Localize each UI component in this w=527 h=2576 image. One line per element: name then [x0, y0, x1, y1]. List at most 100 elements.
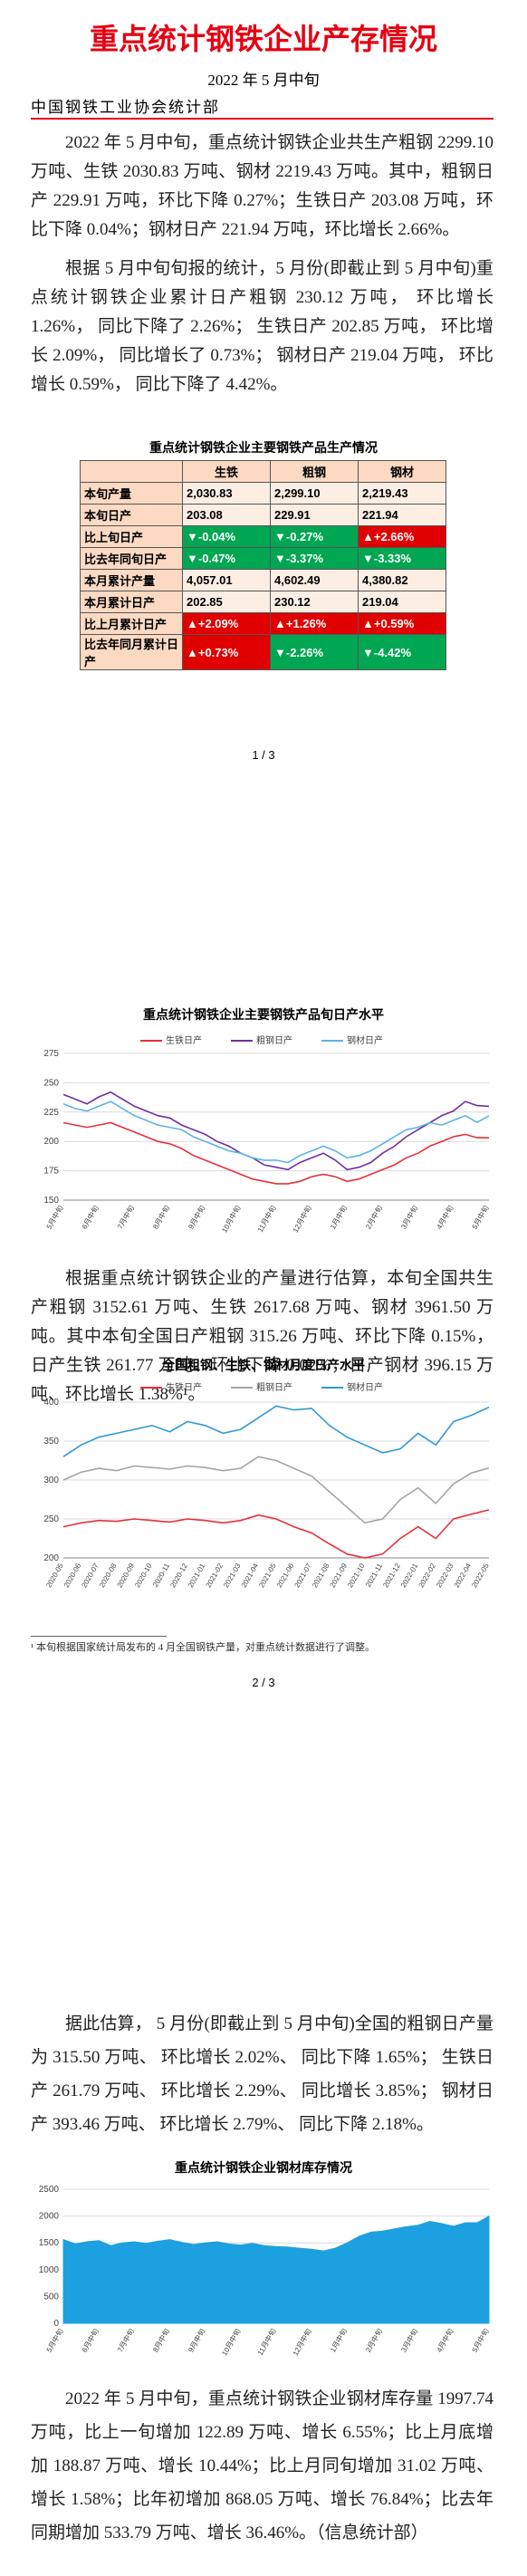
doc-date: 2022 年 5 月中旬	[207, 72, 320, 89]
cell: 221.94	[358, 504, 446, 526]
y-tick-label: 2500	[39, 2185, 60, 2195]
x-tick-label: 2月中旬	[363, 2327, 384, 2354]
row-label: 比去年同月累计日产	[80, 634, 183, 670]
x-tick-label: 1月中旬	[328, 2327, 349, 2354]
table-row: 生铁 粗钢 钢材	[80, 460, 446, 483]
y-tick-label: 2000	[39, 2212, 60, 2222]
x-tick-label: 10月中旬	[219, 1204, 242, 1234]
x-tick-label: 5月中旬	[470, 2327, 491, 2354]
cell: 230.12	[270, 591, 359, 613]
line	[62, 1509, 490, 1559]
line	[62, 1456, 490, 1524]
x-tick-label: 4月中旬	[435, 1204, 455, 1231]
y-tick-label: 225	[43, 1108, 59, 1118]
table-row: 比上月累计日产 ▲+2.09% ▲+1.26% ▲+0.59%	[80, 612, 446, 635]
y-tick-label: 0	[53, 2319, 59, 2329]
header-cell: 粗钢	[270, 460, 359, 483]
x-tick-label: 12月中旬	[291, 1204, 313, 1234]
legend-label: 钢材日产	[347, 1034, 383, 1046]
row-label: 本旬产量	[80, 482, 183, 505]
legend-label: 粗钢日产	[256, 1381, 292, 1393]
row-label: 本月累计日产	[80, 591, 183, 613]
y-tick-label: 200	[43, 1553, 59, 1563]
table-row: 本月累计日产 202.85 230.12 219.04	[80, 591, 446, 613]
header-cell: 钢材	[358, 460, 446, 483]
cell: ▼-0.47%	[182, 547, 271, 570]
x-tick-label: 8月中旬	[150, 1204, 171, 1231]
doc-org: 中国钢铁工业协会统计部	[31, 99, 220, 116]
x-tick-label: 11月中旬	[255, 2327, 278, 2357]
footnote: ¹ 本旬根据国家统计局发布的 4 月全国钢铁产量，对重点统计数据进行了调整。	[31, 1642, 376, 1653]
x-tick-label: 2月中旬	[363, 1204, 384, 1231]
x-tick-label: 6月中旬	[80, 2327, 101, 2354]
x-tick-label: 1月中旬	[328, 1204, 349, 1231]
cell: 4,602.49	[270, 569, 359, 591]
cell: ▲+2.09%	[182, 612, 271, 635]
y-tick-label: 275	[43, 1049, 59, 1059]
page-number: 2 / 3	[252, 1676, 275, 1689]
x-tick-label: 5月中旬	[470, 1204, 491, 1231]
cell: ▲+0.73%	[182, 634, 271, 670]
x-tick-label: 11月中旬	[255, 1204, 278, 1234]
line	[62, 1405, 490, 1457]
cell: ▼-0.04%	[182, 525, 271, 548]
table-row: 本旬日产 203.08 229.91 221.94	[80, 504, 446, 526]
cell: 203.08	[182, 504, 271, 526]
row-label: 比去年同旬日产	[80, 547, 183, 570]
row-label: 比上月累计日产	[80, 612, 183, 635]
chart: 2002503003504002020-052020-062020-072020…	[43, 1381, 491, 1589]
cell: ▼-3.37%	[270, 547, 359, 570]
y-tick-label: 300	[43, 1475, 59, 1485]
x-tick-label: 9月中旬	[187, 1204, 207, 1231]
chart: 0 500 1000 1500 2000 2500 5月中旬 6月中旬 7月中旬 8月中旬 9月中旬…	[39, 2185, 491, 2357]
table-row: 本月累计产量 4,057.01 4,602.49 4,380.82	[80, 569, 446, 591]
cell: 202.85	[182, 591, 271, 613]
cell: ▼-3.33%	[358, 547, 446, 570]
line	[62, 1101, 490, 1164]
header-cell: 生铁	[182, 460, 271, 483]
x-tick-label: 10月中旬	[219, 2327, 242, 2357]
line	[62, 1121, 490, 1185]
x-tick-label: 3月中旬	[399, 1204, 420, 1231]
y-tick-label: 350	[43, 1437, 59, 1447]
row-label: 本旬日产	[80, 504, 183, 526]
y-tick-label: 500	[43, 2292, 59, 2302]
x-tick-label: 2022-05	[470, 1562, 491, 1589]
x-tick-label: 9月中旬	[187, 2327, 207, 2354]
y-tick-label: 250	[43, 1514, 59, 1524]
page-number: 1 / 3	[252, 748, 275, 762]
table-row: 本旬产量 2,030.83 2,299.10 2,219.43	[80, 482, 446, 505]
table-row: 比去年同旬日产 ▼-0.47% ▼-3.37% ▼-3.33%	[80, 547, 446, 570]
footnote-rule	[31, 1636, 167, 1637]
cell: ▲+1.26%	[270, 612, 359, 635]
cell: ▲+0.59%	[358, 612, 446, 635]
x-tick-label: 4月中旬	[435, 2327, 455, 2354]
x-tick-label: 5月中旬	[44, 1204, 65, 1231]
legend-label: 钢材日产	[347, 1381, 383, 1393]
chart-title: 重点统计钢铁企业主要钢铁产品旬日产水平	[143, 1007, 384, 1022]
table-title: 重点统计钢铁企业主要钢铁产品生产情况	[149, 440, 378, 455]
row-label: 比上旬日产	[80, 525, 183, 548]
paragraph: 据此估算， 5 月份(即截止到 5 月中旬)全国的粗钢日产量为 315.50 万…	[31, 2014, 493, 2134]
cell: 229.91	[270, 504, 359, 526]
cell: ▼-4.42%	[358, 634, 446, 670]
cell: ▼-2.26%	[270, 634, 359, 670]
cell: 2,030.83	[182, 482, 271, 505]
y-tick-label: 1500	[39, 2238, 60, 2248]
chart: 150 175 200 225 250 275 5月中旬 6月中旬 7月中旬 8月中旬 9月中旬 10…	[43, 1034, 491, 1234]
x-tick-label: 8月中旬	[150, 2327, 171, 2354]
legend-label: 生铁日产	[166, 1034, 202, 1046]
table-row: 比上旬日产 ▼-0.04% ▼-0.27% ▲+2.66%	[80, 525, 446, 548]
doc-title: 重点统计钢铁企业产存情况	[89, 23, 437, 55]
cell: 2,219.43	[358, 482, 446, 505]
chart-title: 重点统计钢铁企业钢材库存情况	[175, 2160, 352, 2175]
row-label: 本月累计产量	[80, 569, 183, 591]
legend-label: 生铁日产	[166, 1381, 202, 1393]
area	[62, 2215, 490, 2324]
paragraph: 根据 5 月中旬旬报的统计，5 月份(即截止到 5 月中旬)重点统计钢铁企业累计…	[31, 259, 493, 394]
cell: ▼-0.27%	[270, 525, 359, 548]
x-tick-label: 12月中旬	[291, 2327, 313, 2357]
cell: ▲+2.66%	[358, 525, 446, 548]
chart-title: 全国粗钢、生铁、钢材月度日产水平	[162, 1358, 365, 1372]
